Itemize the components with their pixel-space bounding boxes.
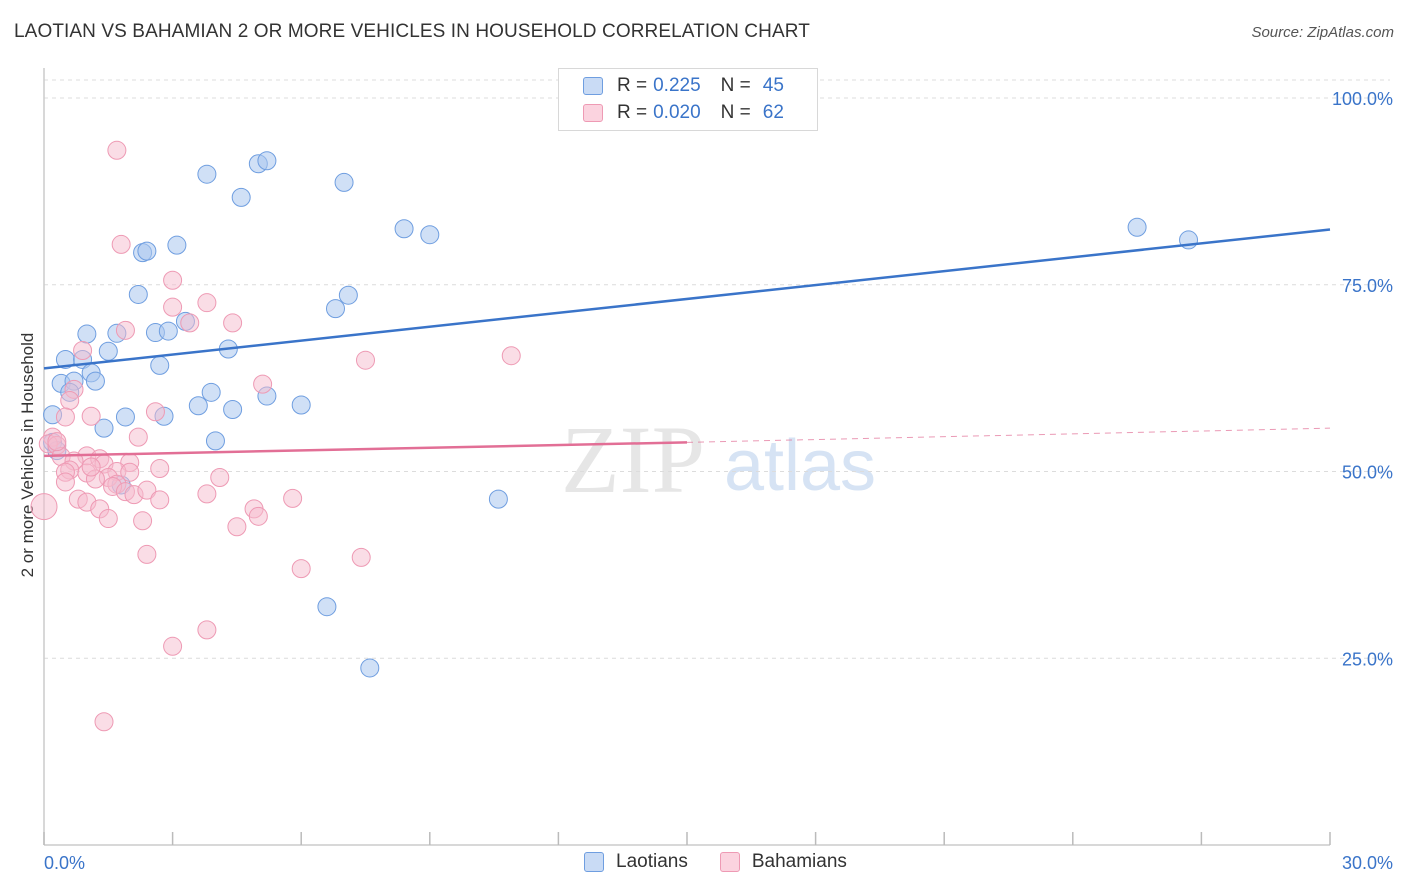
point-bahamians	[55, 472, 75, 492]
point-laotians	[167, 235, 187, 255]
point-bahamians	[197, 620, 217, 640]
point-laotians	[128, 284, 148, 304]
point-bahamians	[47, 432, 67, 452]
series-legend: Laotians Bahamians	[584, 851, 879, 873]
legend-label-laotians: Laotians	[616, 851, 688, 872]
point-bahamians	[163, 636, 183, 656]
legend-swatch-laotians	[584, 852, 604, 872]
point-bahamians	[351, 547, 371, 567]
legend-r-value: 0.020	[653, 102, 701, 123]
point-laotians	[1127, 217, 1147, 237]
legend-n-value: 62	[762, 102, 784, 123]
legend-swatch-bahamians	[719, 852, 740, 872]
watermark-atlas: atlas	[724, 426, 876, 506]
point-bahamians	[197, 293, 217, 313]
y-tick-label: 75.0%	[1342, 276, 1393, 296]
point-bahamians	[248, 506, 268, 526]
point-laotians	[205, 431, 225, 451]
point-bahamians	[128, 427, 148, 447]
legend-r-label: R =	[617, 75, 648, 96]
legend-r-value: 0.225	[653, 75, 701, 96]
legend-swatch-bahamians	[583, 104, 603, 122]
point-bahamians	[137, 544, 157, 564]
point-bahamians	[73, 340, 93, 360]
y-tick-label: 25.0%	[1342, 649, 1393, 669]
watermark-zip: ZIP	[561, 406, 705, 513]
point-laotians	[85, 371, 105, 391]
point-laotians	[360, 658, 380, 678]
point-bahamians	[30, 493, 58, 521]
point-laotians	[231, 187, 251, 207]
point-laotians	[334, 172, 354, 192]
point-laotians	[150, 355, 170, 375]
legend-n-label: N =	[720, 75, 751, 96]
point-bahamians	[223, 313, 243, 333]
source-credit: Source: ZipAtlas.com	[1251, 24, 1394, 41]
point-laotians	[317, 597, 337, 617]
y-tick-label: 100.0%	[1332, 89, 1393, 109]
legend-item-bahamians: Bahamians	[719, 851, 847, 873]
stats-legend: R = 0.225 N = 45 R = 0.020 N = 62	[558, 68, 818, 131]
x-tick-label-max: 30.0%	[1342, 853, 1393, 873]
point-bahamians	[94, 712, 114, 732]
point-bahamians	[107, 140, 127, 160]
point-bahamians	[137, 480, 157, 500]
trend-line-laotians	[43, 228, 1331, 370]
point-laotians	[291, 395, 311, 415]
point-laotians	[188, 396, 208, 416]
x-tick-label-min: 0.0%	[44, 853, 85, 873]
point-bahamians	[115, 320, 135, 340]
y-tick-label: 50.0%	[1342, 463, 1393, 483]
point-bahamians	[133, 511, 153, 531]
legend-n-label: N =	[720, 102, 751, 123]
point-bahamians	[120, 462, 140, 482]
legend-row-laotians: R = 0.225 N = 45	[583, 73, 784, 99]
point-bahamians	[150, 490, 170, 510]
point-bahamians	[111, 234, 131, 254]
legend-item-laotians: Laotians	[584, 851, 688, 873]
point-bahamians	[55, 407, 75, 427]
point-laotians	[338, 285, 358, 305]
point-bahamians	[145, 402, 165, 422]
point-bahamians	[98, 509, 118, 529]
point-bahamians	[283, 488, 303, 508]
legend-row-bahamians: R = 0.020 N = 62	[583, 100, 784, 126]
point-laotians	[137, 241, 157, 261]
trend-line-dashed-bahamians	[686, 427, 1331, 443]
trend-line-bahamians	[43, 441, 688, 458]
point-laotians	[201, 382, 221, 402]
point-bahamians	[81, 457, 101, 477]
point-bahamians	[227, 517, 247, 537]
chart-title: LAOTIAN VS BAHAMIAN 2 OR MORE VEHICLES I…	[14, 21, 810, 42]
point-laotians	[394, 219, 414, 239]
point-laotians	[98, 341, 118, 361]
point-laotians	[94, 418, 114, 438]
point-laotians	[488, 489, 508, 509]
point-bahamians	[501, 346, 521, 366]
point-bahamians	[163, 297, 183, 317]
point-laotians	[77, 324, 97, 344]
point-laotians	[115, 407, 135, 427]
point-laotians	[223, 399, 243, 419]
point-laotians	[197, 164, 217, 184]
point-bahamians	[253, 374, 273, 394]
point-laotians	[325, 299, 345, 319]
point-bahamians	[163, 270, 183, 290]
point-bahamians	[291, 559, 311, 579]
legend-n-value: 45	[762, 75, 784, 96]
legend-swatch-laotians	[583, 77, 603, 95]
point-bahamians	[197, 484, 217, 504]
point-bahamians	[210, 467, 230, 487]
point-laotians	[257, 151, 277, 171]
legend-label-bahamians: Bahamians	[751, 851, 847, 872]
point-bahamians	[356, 350, 375, 370]
point-laotians	[420, 225, 440, 245]
point-bahamians	[60, 391, 80, 411]
legend-r-label: R =	[617, 102, 648, 123]
point-bahamians	[81, 406, 101, 426]
point-bahamians	[180, 313, 200, 333]
point-laotians	[158, 321, 178, 341]
point-bahamians	[150, 459, 170, 479]
